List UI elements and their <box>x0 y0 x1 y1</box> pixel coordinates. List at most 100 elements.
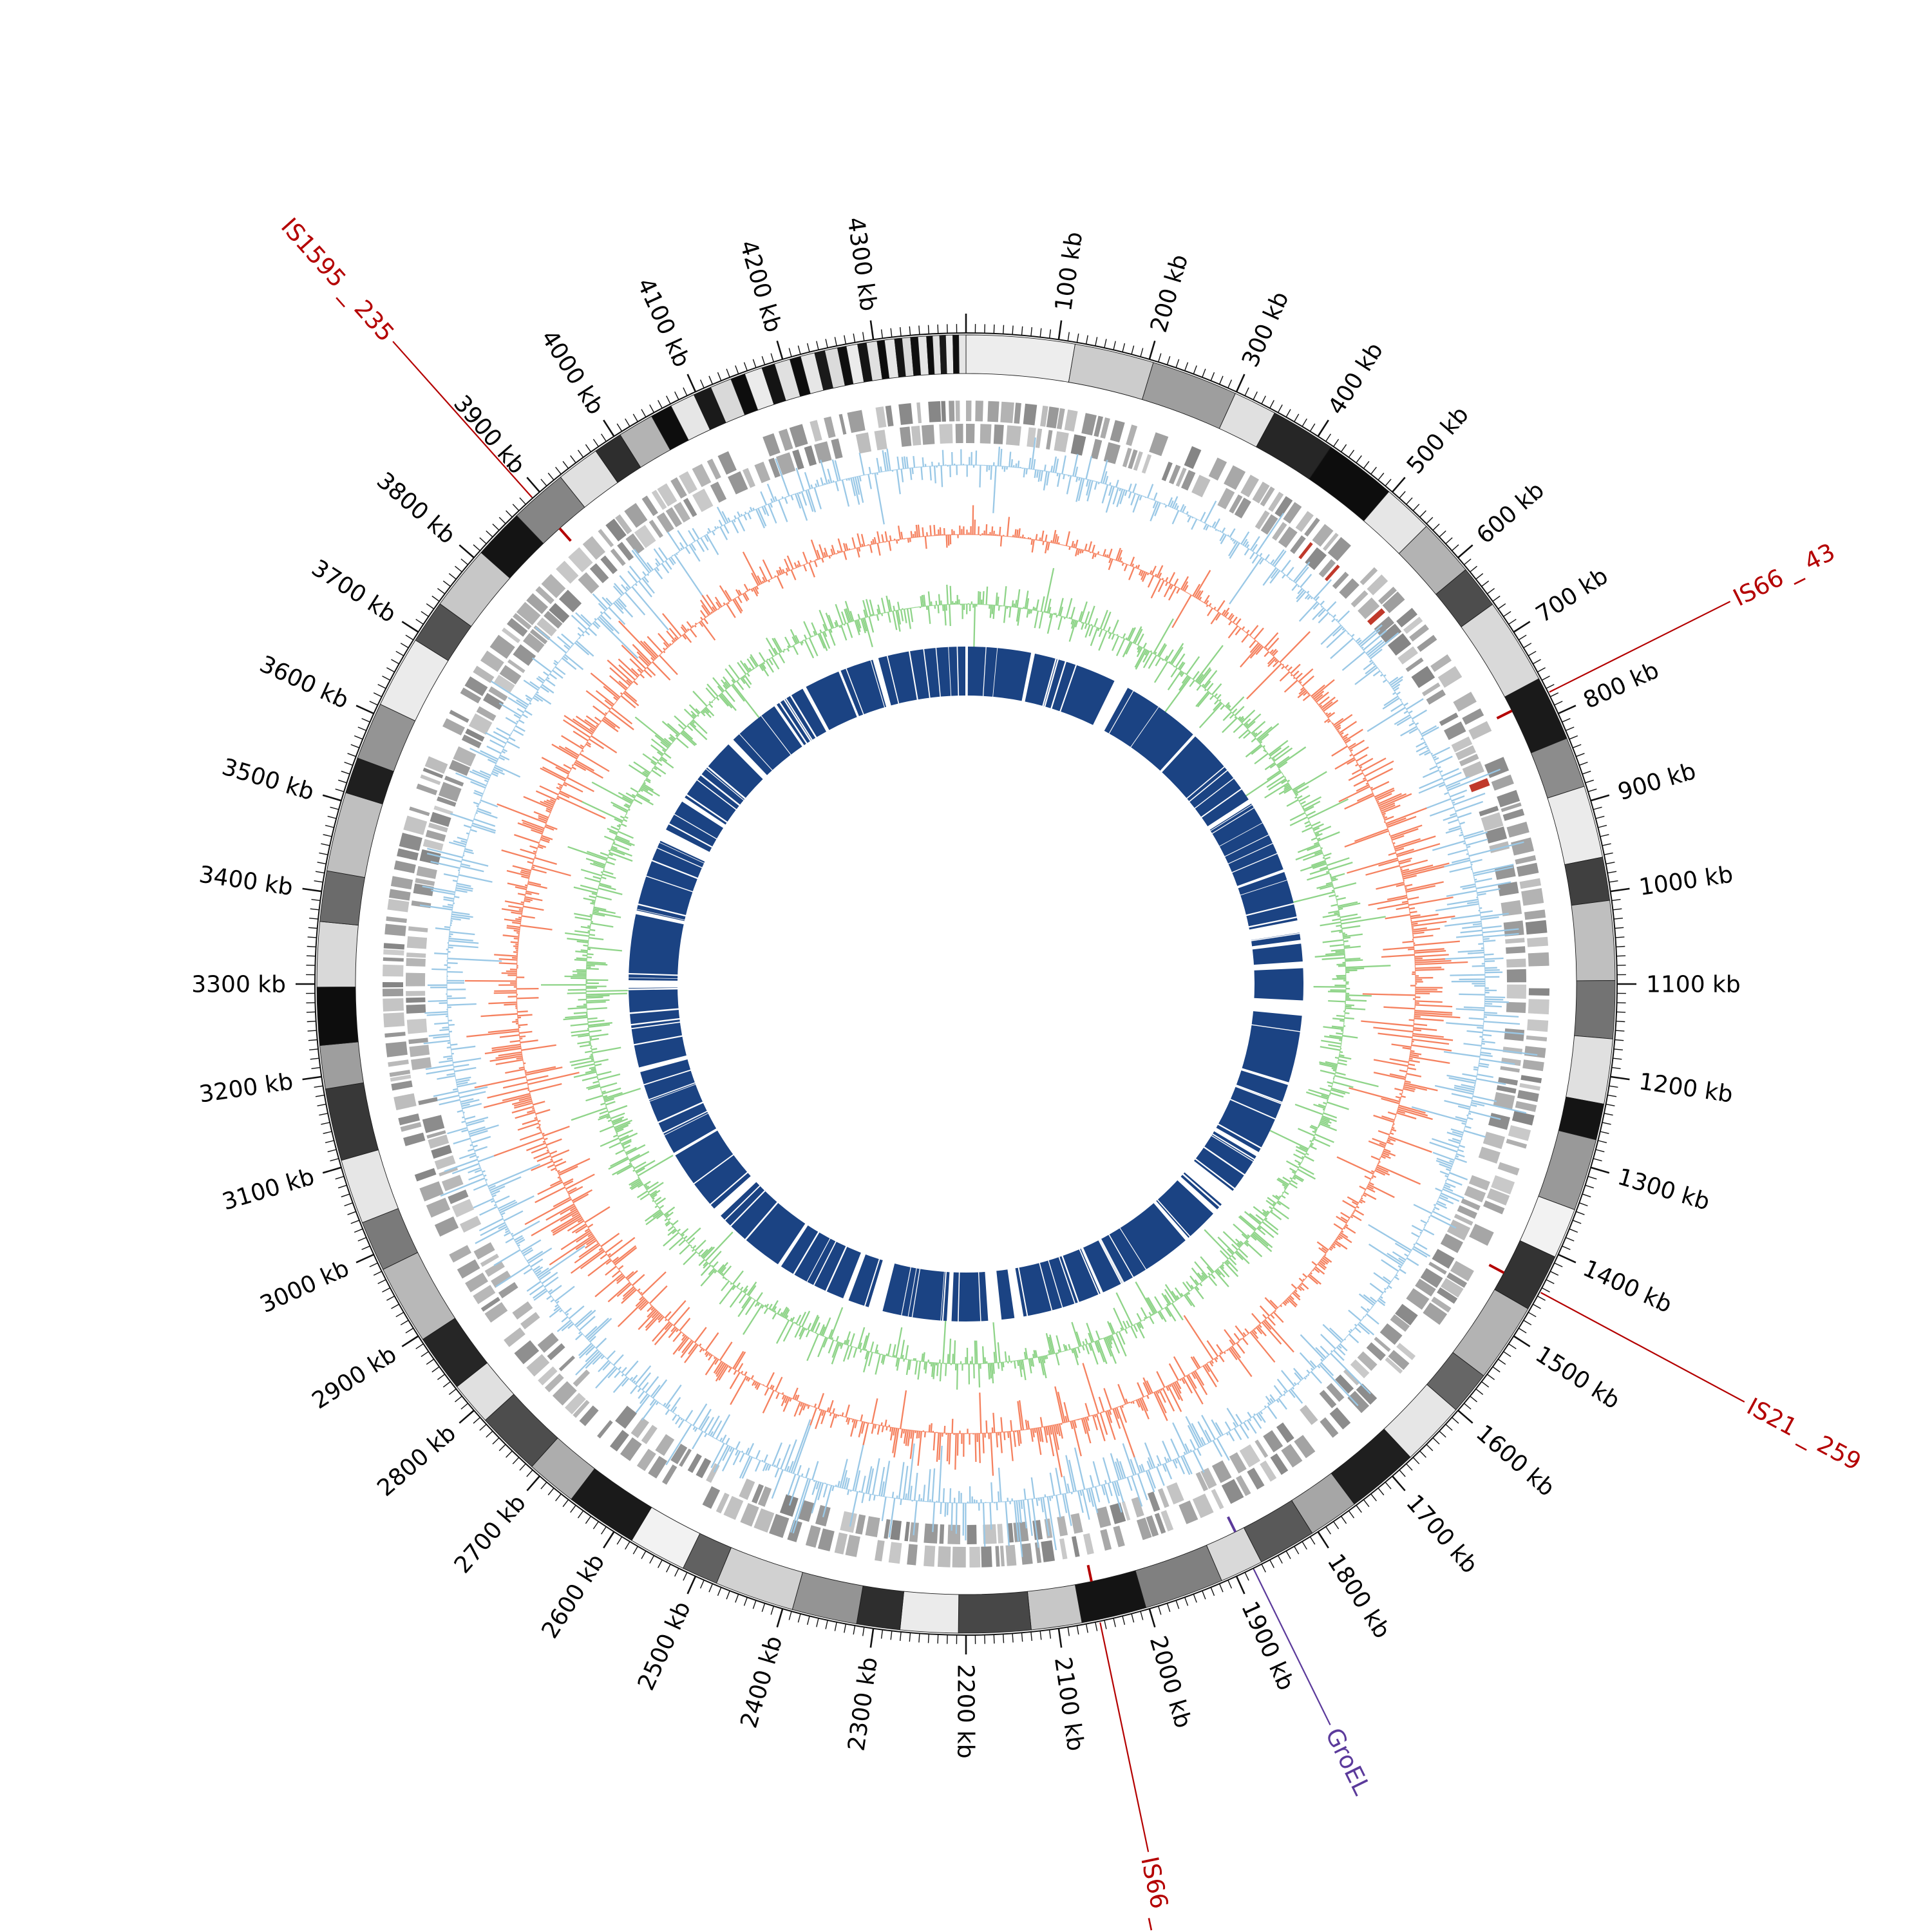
gene-block <box>949 401 955 422</box>
gene-block <box>484 1261 505 1277</box>
gene-block <box>617 542 634 561</box>
gene-block <box>422 838 444 851</box>
gene-block <box>383 943 405 950</box>
ideogram-segment <box>945 334 954 374</box>
gene-block <box>1469 1224 1494 1246</box>
ideogram-segment <box>958 334 967 374</box>
gene-block <box>1014 402 1021 424</box>
gene-block <box>1034 1542 1042 1564</box>
axis-tick-label: 500 kb <box>1402 402 1474 479</box>
gene-block <box>1501 900 1522 916</box>
gene-block <box>507 659 526 674</box>
gene-block <box>1192 1493 1214 1519</box>
gene-block <box>406 958 426 967</box>
gene-block <box>1260 486 1275 507</box>
gene-block <box>1367 608 1385 625</box>
gene-block <box>406 936 428 949</box>
gene-block <box>437 796 457 807</box>
gene-block <box>1006 425 1021 446</box>
gene-block <box>1070 434 1086 456</box>
gene-block <box>512 1301 533 1320</box>
gene-block <box>1169 464 1181 485</box>
gene-block <box>433 805 453 815</box>
gene-block <box>1263 1430 1283 1453</box>
ideogram-segment <box>319 870 366 926</box>
gene-block <box>723 1495 744 1520</box>
gene-block <box>743 468 755 488</box>
gene-block <box>409 1045 430 1057</box>
gene-block <box>1496 1085 1517 1094</box>
gene-block <box>1133 451 1143 471</box>
gene-block <box>1506 958 1526 968</box>
gene-block <box>1528 988 1549 996</box>
gene-block <box>1403 616 1423 634</box>
ideogram-segment <box>965 334 1076 383</box>
gene-block <box>403 1132 426 1146</box>
gene-block <box>610 1430 629 1452</box>
alignment-gap <box>1250 940 1303 950</box>
ideogram-segment <box>1574 980 1616 1039</box>
axis-tick-label: 3200 kb <box>198 1068 295 1108</box>
ideogram-segment <box>952 334 960 374</box>
gene-block <box>389 1070 411 1077</box>
gene-block <box>480 1296 500 1312</box>
ideogram-segment <box>958 1591 1032 1634</box>
axis-tick-label: 3800 kb <box>372 468 460 549</box>
gene-block <box>1482 1132 1505 1150</box>
alignment-gap <box>672 1127 719 1157</box>
axis-tick-label: 3500 kb <box>219 753 317 806</box>
gene-block <box>810 420 822 442</box>
gene-block <box>778 428 793 451</box>
gene-block <box>449 1245 471 1263</box>
ideogram-segment <box>899 1591 960 1634</box>
gene-block <box>489 634 515 659</box>
gene-block <box>710 481 727 503</box>
gene-block <box>1318 559 1336 578</box>
gene-block <box>1343 1368 1360 1386</box>
gene-block <box>1516 862 1539 877</box>
ideogram-segment <box>1074 1570 1147 1624</box>
ideogram-segment <box>1068 343 1154 400</box>
gene-block <box>411 1057 431 1070</box>
gene-block <box>529 629 548 645</box>
axis-tick-label: 200 kb <box>1146 252 1193 336</box>
gene-block <box>1224 465 1246 490</box>
gene-block <box>589 563 609 583</box>
gene-block <box>537 1332 559 1353</box>
gene-block <box>1505 938 1525 944</box>
gene-block <box>885 405 894 427</box>
alignment-gap <box>1152 1199 1190 1242</box>
gene-block <box>1057 1516 1068 1537</box>
gene-block <box>389 889 411 901</box>
axis-tick-label: 700 kb <box>1531 563 1613 628</box>
gene-block <box>465 728 485 742</box>
gene-block <box>444 775 464 787</box>
gene-block <box>1350 1359 1370 1379</box>
gene-block <box>468 713 493 735</box>
histogram-orange <box>464 505 1468 1477</box>
axis-tick-label: 1900 kb <box>1236 1598 1299 1695</box>
gene-block <box>1083 1533 1094 1555</box>
gene-block <box>1506 821 1530 838</box>
gene-block <box>1181 469 1196 491</box>
gene-block <box>1432 1249 1455 1269</box>
gene-block <box>662 1464 677 1485</box>
gene-block <box>1260 1460 1277 1482</box>
gene-block <box>1357 1351 1378 1371</box>
gene-block <box>1397 646 1418 665</box>
gene-block <box>865 1516 880 1537</box>
gene-block <box>425 829 446 842</box>
gene-block <box>651 489 667 510</box>
gene-block <box>430 811 451 827</box>
gene-block <box>383 998 404 1012</box>
alignment-gap <box>680 796 728 829</box>
gene-block <box>1329 1407 1351 1430</box>
gene-block <box>428 1134 450 1149</box>
gene-block <box>1326 1383 1345 1402</box>
gene-block <box>400 1122 422 1132</box>
gene-block <box>1515 855 1537 865</box>
gene-block <box>1281 1444 1303 1468</box>
gene-block <box>1423 1302 1448 1325</box>
axis-tick-label: 100 kb <box>1050 230 1088 312</box>
